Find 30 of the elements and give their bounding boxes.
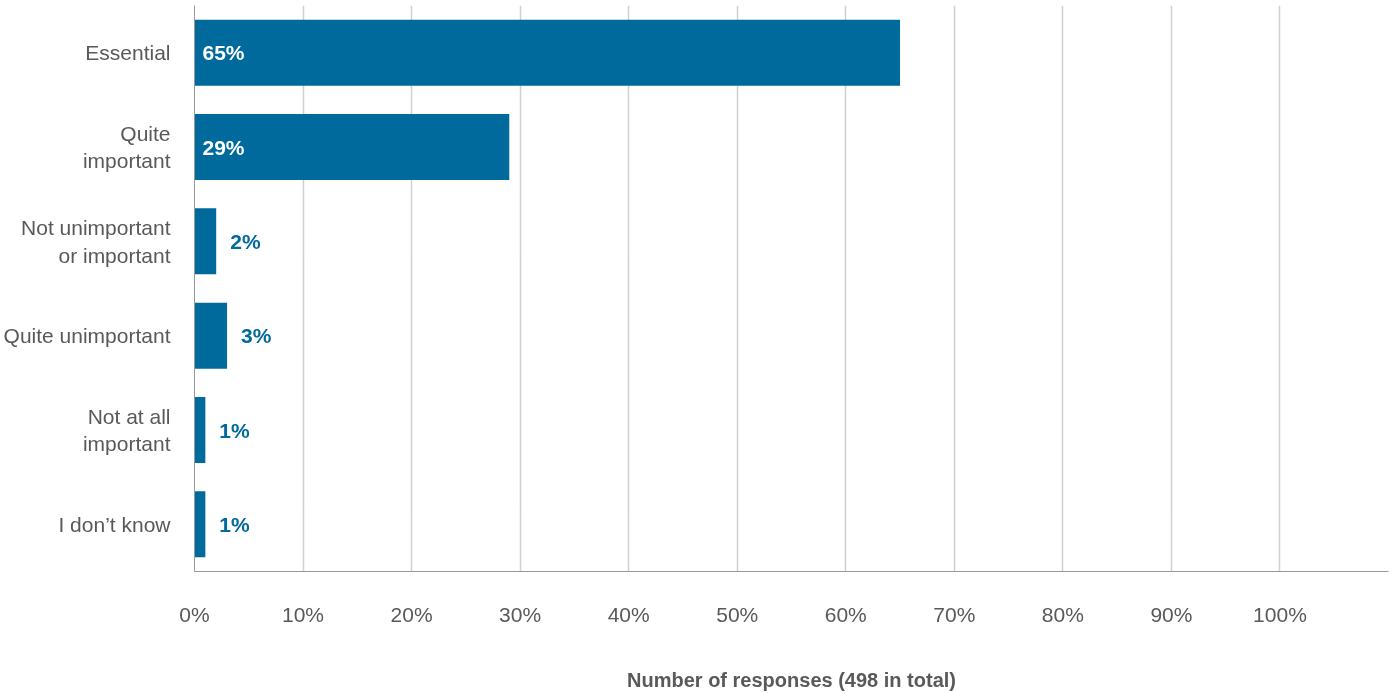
y-tick-label: Essential — [85, 41, 171, 65]
y-tick-label: Not unimportant or important — [21, 216, 171, 267]
data-label: 3% — [241, 324, 272, 348]
x-tick-label: 10% — [282, 602, 325, 626]
x-tick-label: 100% — [1253, 602, 1307, 626]
bar — [194, 396, 206, 464]
x-tick-label: 80% — [1041, 602, 1084, 626]
data-label: 29% — [202, 135, 245, 159]
data-label: 1% — [219, 418, 251, 442]
y-tick-label: Quite important — [82, 121, 171, 173]
x-tick-label: 70% — [933, 602, 976, 626]
x-tick-label: 60% — [824, 602, 867, 626]
bar — [194, 208, 217, 275]
data-label: 2% — [230, 229, 261, 253]
y-tick-label: Not at all important — [82, 404, 171, 456]
x-axis-title: Number of responses (498 in total) — [627, 668, 956, 691]
x-tick-label: 20% — [390, 602, 433, 626]
y-tick-label: Quite unimportant — [3, 324, 171, 348]
bar — [194, 113, 510, 181]
x-tick-label: 90% — [1150, 602, 1193, 626]
x-tick-label: 40% — [607, 602, 650, 626]
bar — [194, 302, 228, 369]
x-tick-label: 0% — [179, 602, 210, 626]
data-label: 65% — [202, 41, 245, 65]
x-tick-label: 30% — [499, 602, 542, 626]
bar — [194, 491, 206, 558]
data-label: 1% — [219, 512, 251, 536]
bar — [194, 19, 901, 86]
y-tick-label: I don’t know — [58, 512, 172, 536]
x-tick-label: 50% — [716, 602, 759, 626]
